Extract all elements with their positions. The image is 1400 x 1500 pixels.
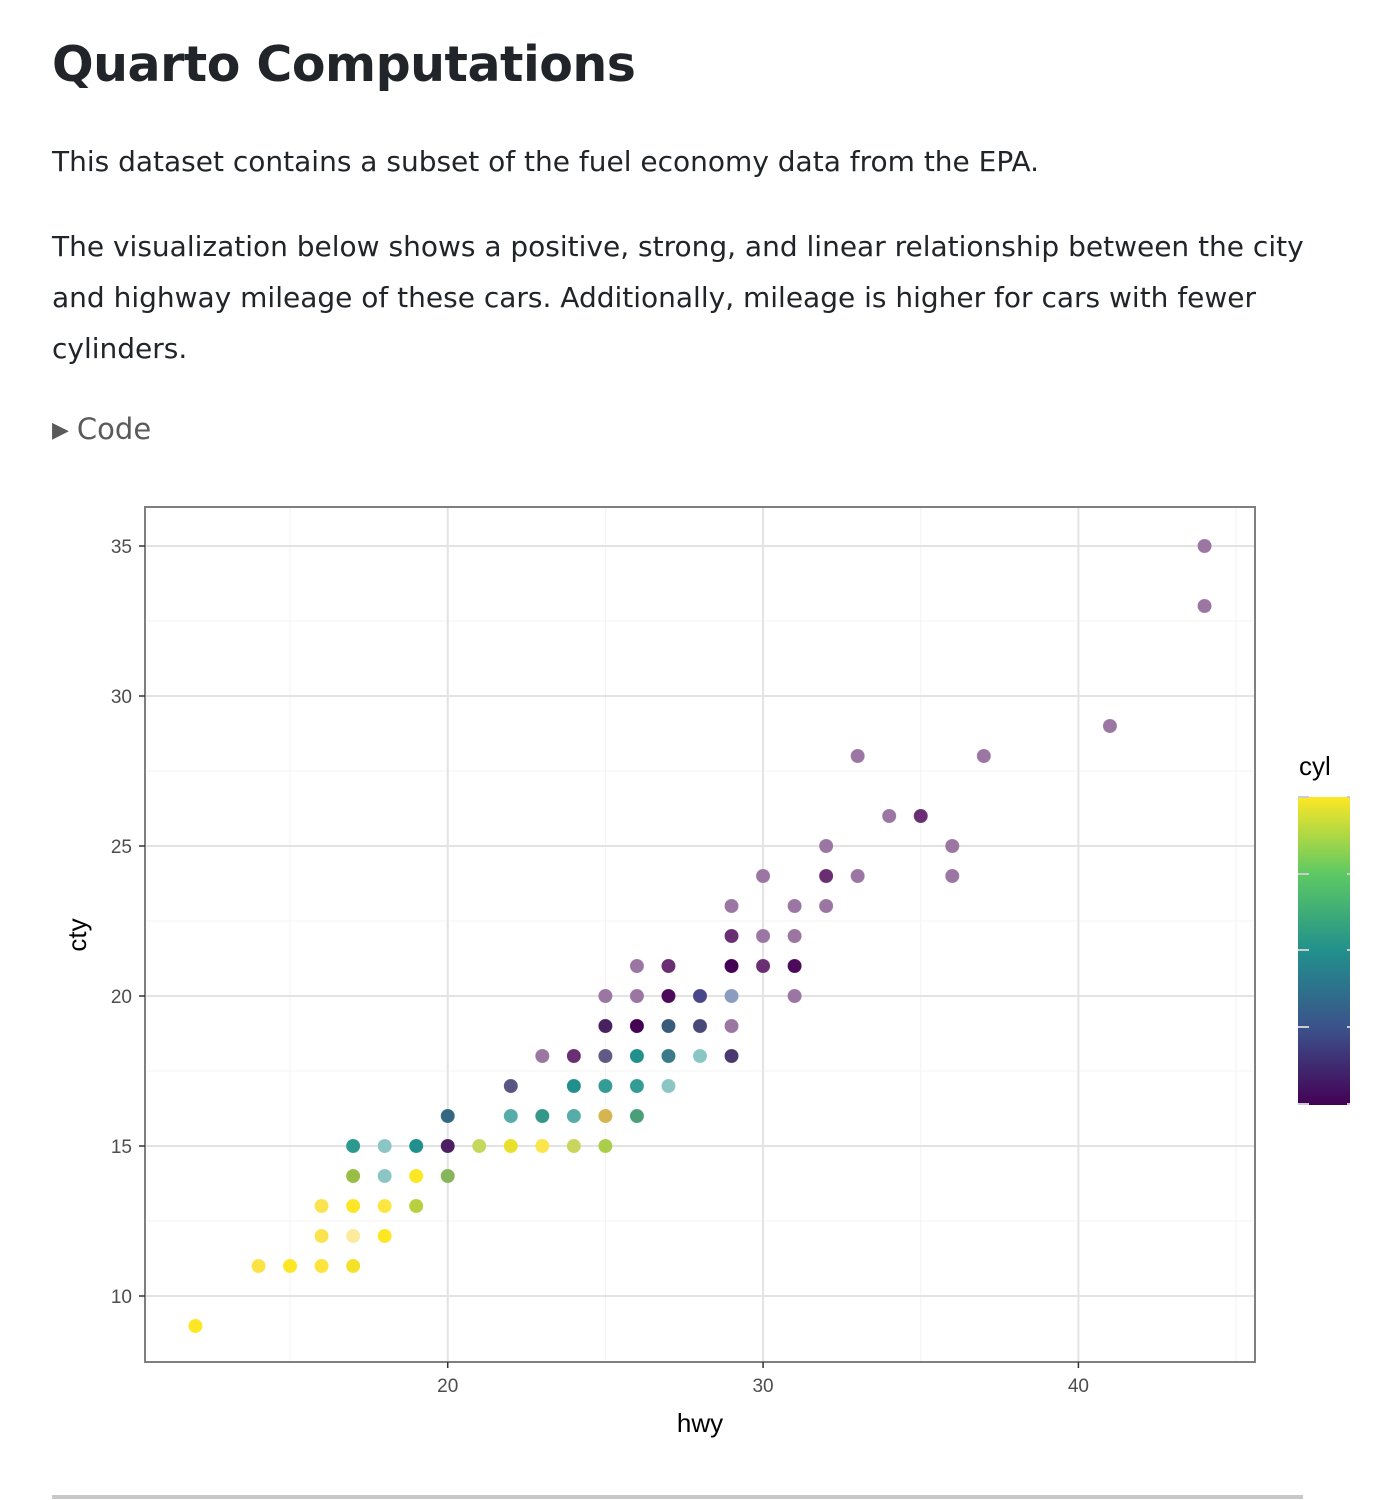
data-point [693, 989, 707, 1003]
data-point [945, 839, 960, 853]
data-point [945, 869, 960, 883]
data-point [882, 809, 897, 823]
data-point [693, 1019, 707, 1033]
data-point [724, 1019, 739, 1033]
data-point [346, 1259, 361, 1273]
data-point [850, 869, 865, 883]
data-point [629, 1049, 644, 1063]
data-point [661, 989, 676, 1003]
intro-paragraph: This dataset contains a subset of the fu… [52, 145, 1040, 178]
data-point [314, 1199, 329, 1213]
x-axis-title: hwy [677, 1408, 723, 1438]
data-point [850, 749, 865, 763]
y-tick-label: 15 [111, 1137, 132, 1158]
data-point [724, 899, 739, 913]
triangle-right-icon: ▶ [52, 418, 69, 443]
x-tick-label: 20 [437, 1376, 458, 1397]
data-point [629, 1109, 644, 1123]
data-point [409, 1199, 424, 1213]
data-point [724, 929, 739, 943]
data-point [756, 959, 771, 973]
data-point [913, 809, 928, 823]
x-tick-label: 40 [1068, 1376, 1089, 1397]
data-point [724, 959, 739, 973]
data-point [535, 1049, 550, 1063]
data-point [472, 1139, 487, 1153]
section-divider [52, 1495, 1303, 1499]
y-tick-label: 20 [111, 987, 132, 1008]
data-point [756, 869, 771, 883]
data-point [346, 1229, 361, 1243]
data-point [629, 1079, 644, 1093]
data-point [440, 1139, 455, 1153]
data-point [724, 989, 739, 1003]
data-point [598, 989, 613, 1003]
data-point [1197, 539, 1212, 553]
y-tick-label: 10 [111, 1287, 132, 1308]
description-paragraph: The visualization below shows a positive… [52, 230, 1304, 365]
data-point [377, 1169, 392, 1183]
data-point [976, 749, 991, 763]
page-title: Quarto Computations [52, 36, 636, 93]
data-point [535, 1109, 550, 1123]
data-point [819, 839, 834, 853]
data-point [661, 1049, 676, 1063]
data-point [598, 1109, 613, 1123]
data-point [503, 1079, 518, 1093]
y-tick-label: 30 [111, 687, 132, 708]
data-point [503, 1139, 518, 1153]
data-point [819, 869, 834, 883]
data-point [787, 989, 802, 1003]
data-point [1102, 719, 1117, 733]
data-point [787, 899, 802, 913]
data-point [661, 1079, 676, 1093]
data-point [787, 929, 802, 943]
legend-title: cyl [1299, 751, 1331, 781]
data-point [346, 1199, 361, 1213]
data-point [1197, 599, 1212, 613]
data-point [598, 1019, 613, 1033]
data-point [535, 1139, 550, 1153]
data-point [819, 899, 834, 913]
data-point [346, 1139, 361, 1153]
data-point [314, 1259, 329, 1273]
data-point [377, 1199, 392, 1213]
code-toggle-label: Code [76, 412, 152, 446]
data-point [629, 1019, 644, 1033]
data-point [566, 1049, 581, 1063]
code-toggle[interactable]: ▶ Code [52, 412, 151, 446]
data-point [377, 1229, 392, 1243]
data-point [346, 1169, 361, 1183]
x-tick-label: 30 [752, 1376, 773, 1397]
data-point [598, 1079, 613, 1093]
data-point [629, 959, 644, 973]
data-point [566, 1139, 581, 1153]
data-point [409, 1169, 424, 1183]
data-point [440, 1109, 455, 1123]
data-point [661, 959, 676, 973]
data-point [598, 1049, 613, 1063]
data-point [598, 1139, 613, 1153]
data-point [503, 1109, 518, 1123]
data-point [409, 1139, 424, 1153]
y-tick-label: 35 [111, 537, 132, 558]
data-point [566, 1079, 581, 1093]
data-point [787, 959, 802, 973]
y-axis-title: cty [62, 918, 92, 951]
data-point [693, 1049, 707, 1063]
data-point [188, 1319, 203, 1333]
data-point [661, 1019, 676, 1033]
plot-panel-border [144, 506, 1256, 1363]
data-point [724, 1049, 739, 1063]
data-point [314, 1229, 329, 1243]
y-tick-label: 25 [111, 837, 132, 858]
data-point [629, 989, 644, 1003]
data-point [251, 1259, 266, 1273]
data-point [440, 1169, 455, 1183]
data-point [566, 1109, 581, 1123]
data-point [756, 929, 771, 943]
data-point [283, 1259, 298, 1273]
data-point [377, 1139, 392, 1153]
